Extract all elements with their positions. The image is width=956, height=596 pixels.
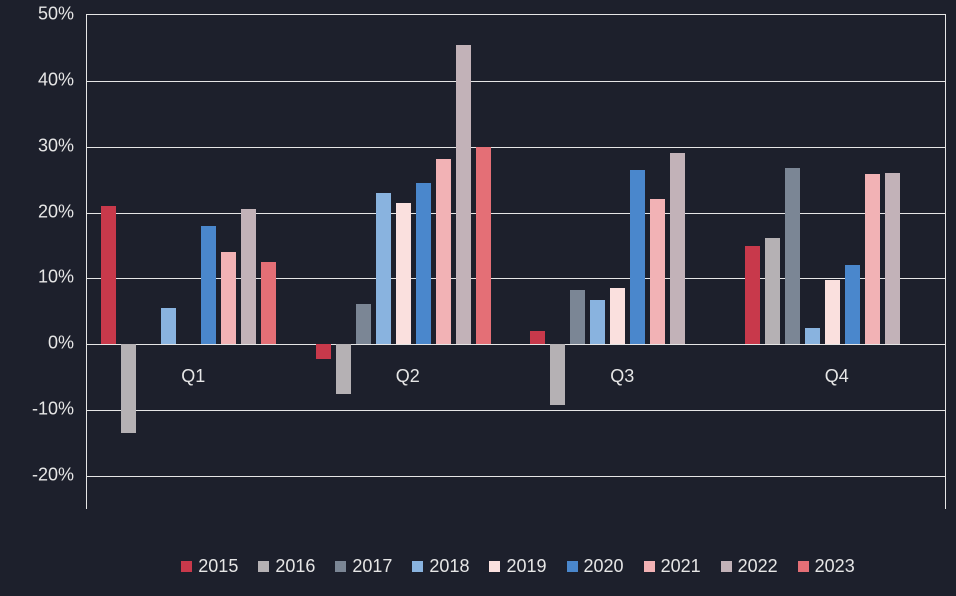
legend-swatch [489, 561, 500, 572]
bar [650, 199, 665, 344]
bar [161, 308, 176, 344]
y-axis-tick-label: -20% [0, 465, 74, 486]
gridline [87, 410, 945, 411]
legend-item: 2020 [567, 556, 624, 577]
legend-item: 2017 [335, 556, 392, 577]
y-axis-tick-label: 50% [0, 4, 74, 25]
bar [630, 170, 645, 345]
bar [436, 159, 451, 345]
legend-swatch [644, 561, 655, 572]
legend-label: 2018 [429, 556, 469, 577]
legend-swatch [258, 561, 269, 572]
bar [476, 147, 491, 345]
legend-label: 2017 [352, 556, 392, 577]
y-axis-tick-label: 10% [0, 267, 74, 288]
legend-item: 2022 [721, 556, 778, 577]
bar [610, 288, 625, 344]
legend-swatch [412, 561, 423, 572]
bar [550, 344, 565, 405]
bar [241, 209, 256, 344]
legend-swatch [181, 561, 192, 572]
bar [316, 344, 331, 358]
bar [805, 328, 820, 344]
y-axis-tick-label: 0% [0, 333, 74, 354]
bar [201, 226, 216, 345]
bar [396, 203, 411, 345]
bar [456, 45, 471, 345]
legend-swatch [335, 561, 346, 572]
y-axis-tick-label: 30% [0, 135, 74, 156]
y-axis-tick-label: 20% [0, 201, 74, 222]
legend-swatch [721, 561, 732, 572]
legend-label: 2020 [584, 556, 624, 577]
legend-item: 2015 [181, 556, 238, 577]
bar [765, 238, 780, 345]
legend-item: 2018 [412, 556, 469, 577]
bar [221, 252, 236, 344]
bar [356, 304, 371, 345]
legend: 2015 2016 2017 2018 2019 2020 2021 2022 2023 [98, 556, 938, 577]
legend-label: 2021 [661, 556, 701, 577]
bar [530, 331, 545, 344]
bar [885, 173, 900, 344]
legend-item: 2016 [258, 556, 315, 577]
gridline [87, 344, 945, 345]
bar [101, 206, 116, 344]
bar [590, 300, 605, 345]
gridline [87, 147, 945, 148]
legend-label: 2022 [738, 556, 778, 577]
gridline [87, 213, 945, 214]
bar [570, 290, 585, 344]
legend-swatch [567, 561, 578, 572]
plot-area [86, 14, 946, 509]
bar [745, 246, 760, 345]
legend-label: 2019 [506, 556, 546, 577]
bar [845, 265, 860, 344]
y-axis-tick-label: 40% [0, 69, 74, 90]
legend-label: 2016 [275, 556, 315, 577]
bar [121, 344, 136, 433]
bar [416, 183, 431, 344]
bar [336, 344, 351, 393]
bar [376, 193, 391, 344]
bar [825, 280, 840, 345]
gridline [87, 476, 945, 477]
grouped-bar-chart: 2015 2016 2017 2018 2019 2020 2021 2022 2023 -20… [0, 0, 956, 596]
y-axis-tick-label: -10% [0, 399, 74, 420]
legend-item: 2019 [489, 556, 546, 577]
x-axis-category-label: Q3 [610, 366, 634, 387]
bar [670, 153, 685, 344]
gridline [87, 81, 945, 82]
x-axis-category-label: Q1 [181, 366, 205, 387]
legend-label: 2023 [815, 556, 855, 577]
x-axis-category-label: Q4 [825, 366, 849, 387]
legend-label: 2015 [198, 556, 238, 577]
legend-item: 2021 [644, 556, 701, 577]
bar [785, 168, 800, 345]
x-axis-category-label: Q2 [396, 366, 420, 387]
legend-item: 2023 [798, 556, 855, 577]
bar [865, 174, 880, 344]
bar [261, 262, 276, 344]
legend-swatch [798, 561, 809, 572]
